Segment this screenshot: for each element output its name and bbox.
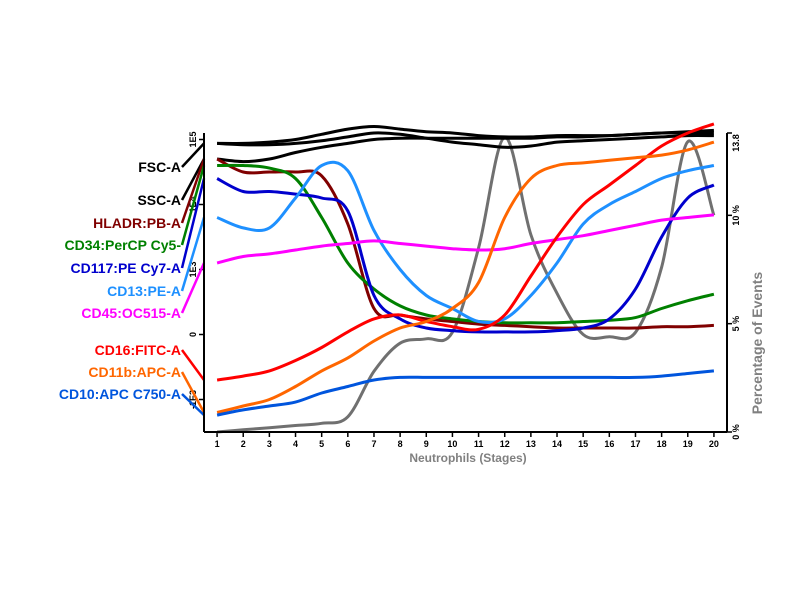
x-tick-label: 12 (500, 439, 510, 449)
x-tick-label: 17 (630, 439, 640, 449)
x-tick-label: 16 (604, 439, 614, 449)
label-connector (180, 178, 206, 269)
marker-label: CD16:FITC-A (95, 342, 181, 358)
x-tick-label: 13 (526, 439, 536, 449)
series-line-cd45-oc515-a (216, 213, 715, 265)
label-connector (180, 158, 206, 224)
x-tick-label: 10 (447, 439, 457, 449)
x-tick-label: 6 (345, 439, 350, 449)
x-tick-label: 15 (578, 439, 588, 449)
series-line-cd16-fitc-a (216, 122, 715, 382)
x-tick-label: 11 (474, 439, 484, 449)
x-tick-label: 14 (552, 439, 562, 449)
marker-labels: FSC-A SSC-A HLADR:PB-A CD34:PerCP Cy5- CD117… (59, 159, 181, 402)
label-connector (181, 393, 205, 417)
marker-label: CD13:PE-A (107, 283, 181, 299)
series-line-percentage-of-events (216, 135, 716, 434)
series-line-cd34-percp-cy5 (217, 163, 715, 325)
series-lines (216, 122, 716, 434)
x-tick-label: 1 (215, 439, 220, 449)
right-tick-label: 10 % (731, 205, 741, 226)
label-connector (180, 262, 206, 314)
series-line-cd11b-apc-a (216, 140, 715, 414)
right-tick-label: 13.8 (731, 134, 741, 152)
right-tick-label: 5 % (731, 316, 741, 332)
series-line-fsc-a (217, 131, 714, 149)
x-axis-title: Neutrophils (Stages) (409, 451, 526, 465)
left-tick-label: 1E5 (188, 131, 198, 147)
x-tick-label: 4 (293, 439, 298, 449)
marker-label: FSC-A (138, 159, 181, 175)
label-connector (180, 349, 206, 381)
right-axis-title: Percentage of Events (749, 272, 765, 415)
x-tick-label: 5 (319, 439, 324, 449)
label-connector (181, 142, 205, 168)
right-tick-label: 0 % (731, 424, 741, 440)
series-line-cd10-apc-c750-a (216, 369, 715, 417)
label-connector (180, 217, 206, 292)
x-tick-label: 18 (657, 439, 667, 449)
x-tick-label: 8 (398, 439, 403, 449)
left-tick-label: -1E3 (188, 390, 198, 409)
marker-label: SSC-A (137, 192, 181, 208)
x-tick-label: 2 (241, 439, 246, 449)
left-tick-label: 1E3 (188, 261, 198, 277)
x-tick-label: 19 (683, 439, 693, 449)
label-connector (180, 165, 206, 246)
left-tick-label: 0 (188, 332, 198, 337)
series-line-hladr-pb-a (216, 157, 714, 330)
label-connectors (180, 142, 206, 417)
marker-label: CD45:OC515-A (81, 305, 181, 321)
marker-label: HLADR:PB-A (93, 215, 181, 231)
x-axis-ticks: 1 2 3 4 5 6 7 8 9 10 11 12 13 14 15 16 17 18 19 20 (215, 432, 719, 449)
marker-label: CD34:PerCP Cy5- (65, 237, 182, 253)
series-line-cd13-pe-a (216, 160, 715, 325)
x-tick-label: 7 (371, 439, 376, 449)
label-connector (180, 371, 206, 414)
marker-label: CD11b:APC-A (88, 364, 181, 380)
series-line-ssc-a (216, 131, 714, 164)
marker-label: CD117:PE Cy7-A (71, 260, 182, 276)
right-axis-ticks: 13.8 10 % 5 % 0 % (727, 132, 741, 440)
x-tick-label: 9 (424, 439, 429, 449)
x-tick-label: 3 (267, 439, 272, 449)
marker-label: CD10:APC C750-A (59, 386, 181, 402)
x-tick-label: 20 (709, 439, 719, 449)
